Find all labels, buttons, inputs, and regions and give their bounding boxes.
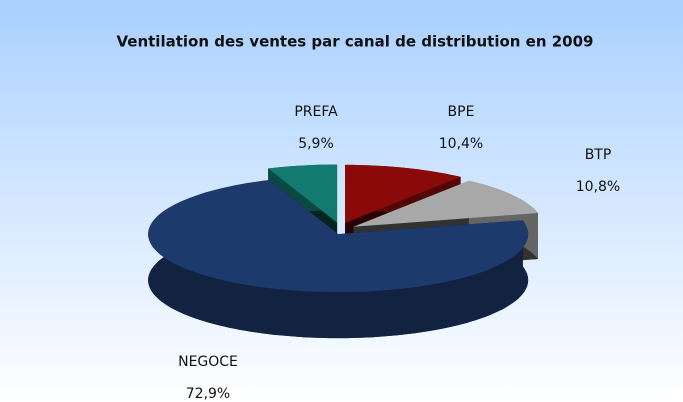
slice-label: BPE	[448, 104, 475, 120]
value-label: 10,8%	[576, 179, 620, 195]
slice-label: PREFA	[294, 104, 338, 120]
value-label: 10,4%	[439, 136, 483, 152]
value-label: 72,9%	[186, 386, 230, 402]
value-label: 5,9%	[298, 136, 334, 152]
slice	[268, 164, 338, 223]
slice-label: BTP	[585, 147, 612, 163]
slice	[353, 180, 538, 227]
slice	[345, 164, 461, 223]
chart-title: Ventilation des ventes par canal de dist…	[117, 33, 594, 51]
slice	[148, 180, 529, 293]
slice-label: NEGOCE	[178, 354, 238, 370]
